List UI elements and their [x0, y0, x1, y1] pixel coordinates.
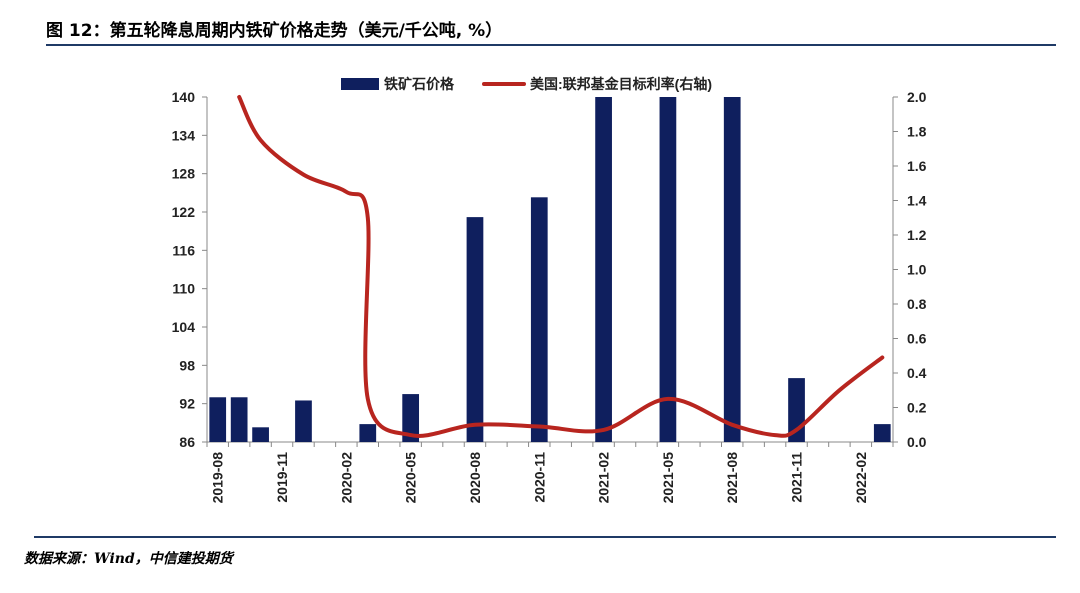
- left-tick-label: 110: [172, 281, 195, 297]
- left-tick-label: 134: [172, 127, 196, 143]
- right-tick-label: 0.2: [907, 400, 927, 416]
- right-tick-label: 1.2: [907, 227, 927, 243]
- right-tick-label: 1.4: [907, 193, 927, 209]
- legend-bar-label: 铁矿石价格: [384, 76, 455, 92]
- right-tick-label: 0.6: [907, 331, 927, 347]
- x-tick-label: 2019-11: [274, 452, 290, 503]
- x-tick-label: 2020-08: [467, 452, 483, 504]
- bar: [252, 427, 269, 442]
- title-divider: [46, 44, 1056, 46]
- right-tick-label: 1.6: [907, 158, 927, 174]
- x-tick-label: 2020-11: [531, 452, 547, 503]
- left-tick-label: 104: [172, 319, 196, 335]
- bar: [530, 197, 548, 442]
- bar: [359, 424, 377, 442]
- bar: [295, 400, 312, 442]
- figure-title: 图 12：第五轮降息周期内铁矿价格走势（美元/千公吨, %）: [46, 21, 503, 41]
- left-tick-label: 122: [172, 204, 196, 220]
- legend-line-label: 美国:联邦基金目标利率(右轴): [530, 76, 712, 92]
- x-tick-label: 2020-05: [403, 452, 419, 504]
- bar: [723, 97, 741, 442]
- bar: [595, 97, 612, 442]
- right-tick-label: 0.4: [907, 365, 927, 381]
- interest-rate-line: [237, 95, 885, 438]
- right-tick-label: 1.0: [907, 262, 927, 278]
- right-tick-label: 1.8: [907, 124, 927, 140]
- right-tick-label: 0.0: [907, 434, 927, 450]
- right-tick-label: 0.8: [907, 296, 927, 312]
- footer-divider: [34, 536, 1056, 538]
- bar: [402, 394, 420, 442]
- x-tick-label: 2020-02: [338, 452, 354, 504]
- bar: [209, 397, 227, 442]
- x-tick-label: 2019-08: [210, 452, 226, 504]
- left-tick-label: 86: [179, 434, 195, 450]
- source-note: 数据来源：Wind，中信建投期货: [24, 551, 233, 567]
- left-tick-label: 140: [172, 89, 196, 105]
- left-tick-label: 92: [179, 396, 195, 412]
- legend-bar-swatch: [341, 78, 379, 90]
- left-tick-label: 116: [172, 242, 195, 258]
- x-tick-label: 2021-05: [660, 452, 676, 504]
- x-tick-label: 2021-02: [596, 452, 612, 504]
- left-tick-label: 128: [172, 166, 196, 182]
- bar: [873, 424, 891, 442]
- bar: [659, 97, 677, 442]
- x-tick-label: 2021-11: [789, 452, 805, 503]
- right-tick-label: 2.0: [907, 89, 927, 105]
- x-tick-label: 2022-02: [853, 452, 869, 504]
- x-tick-label: 2021-08: [724, 452, 740, 504]
- bar: [230, 397, 248, 442]
- bar: [466, 217, 484, 442]
- left-tick-label: 98: [179, 357, 195, 373]
